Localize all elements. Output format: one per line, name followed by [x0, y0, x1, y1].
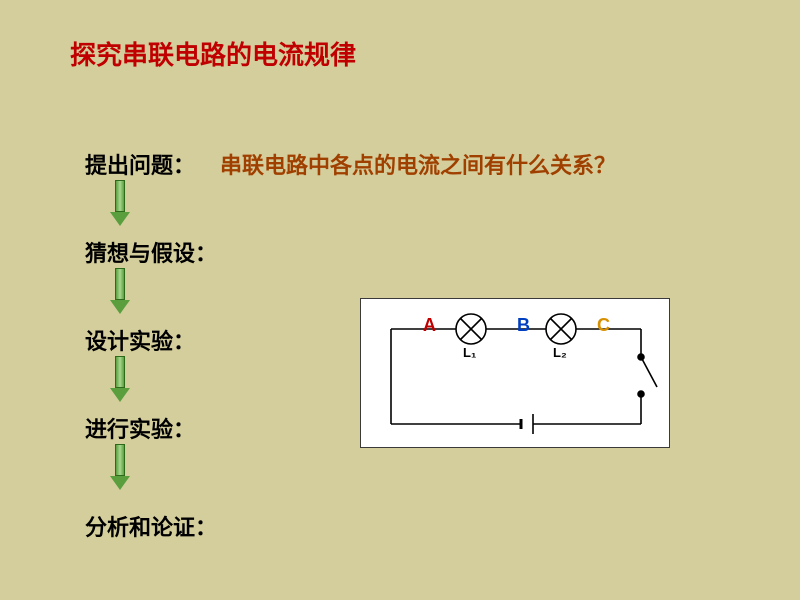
arrow-4 [110, 444, 130, 490]
step-conduct: 进行实验： [85, 412, 195, 444]
step-question-prefix: 提出问题： [85, 148, 195, 180]
circuit-point-a: A [423, 315, 436, 336]
arrow-3 [110, 356, 130, 402]
circuit-lamp-l1: L₁ [463, 345, 476, 360]
circuit-diagram: A B C L₁ L₂ [360, 298, 670, 448]
arrow-2 [110, 268, 130, 314]
step-analyze: 分析和论证： [85, 510, 217, 542]
step-hypothesis: 猜想与假设： [85, 236, 217, 268]
step-design: 设计实验： [85, 324, 195, 356]
arrow-1 [110, 180, 130, 226]
circuit-lamp-l2: L₂ [553, 345, 567, 360]
circuit-point-c: C [597, 315, 610, 336]
page-title: 探究串联电路的电流规律 [70, 35, 356, 72]
question-text: 串联电路中各点的电流之间有什么关系？ [220, 148, 616, 180]
circuit-point-b: B [517, 315, 530, 336]
